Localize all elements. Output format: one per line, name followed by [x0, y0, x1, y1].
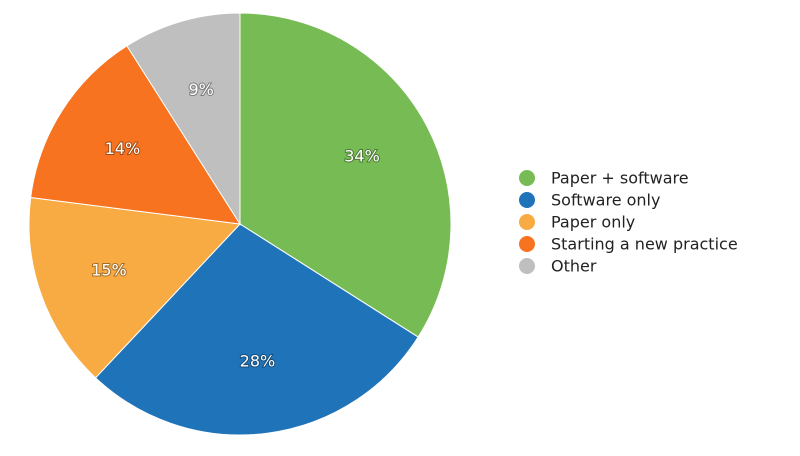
legend-label: Paper only — [551, 213, 635, 232]
legend-marker — [519, 192, 535, 208]
legend-marker — [519, 214, 535, 230]
legend-label: Paper + software — [551, 169, 689, 188]
legend-marker — [519, 170, 535, 186]
data-label: 28% — [240, 352, 276, 371]
legend-label: Software only — [551, 191, 660, 210]
pie-slice — [28, 196, 242, 379]
pie-slice — [239, 12, 452, 338]
legend-marker — [519, 258, 535, 274]
pie-slice — [126, 12, 241, 226]
data-label: 9% — [188, 80, 213, 99]
legend-label: Other — [551, 257, 597, 276]
legend-marker — [519, 236, 535, 252]
data-label: 15% — [91, 261, 127, 280]
pie-slice — [30, 45, 241, 225]
data-label: 34% — [344, 146, 380, 165]
pie-slice — [94, 223, 419, 436]
data-label: 14% — [105, 139, 141, 158]
legend-label: Starting a new practice — [551, 235, 738, 254]
